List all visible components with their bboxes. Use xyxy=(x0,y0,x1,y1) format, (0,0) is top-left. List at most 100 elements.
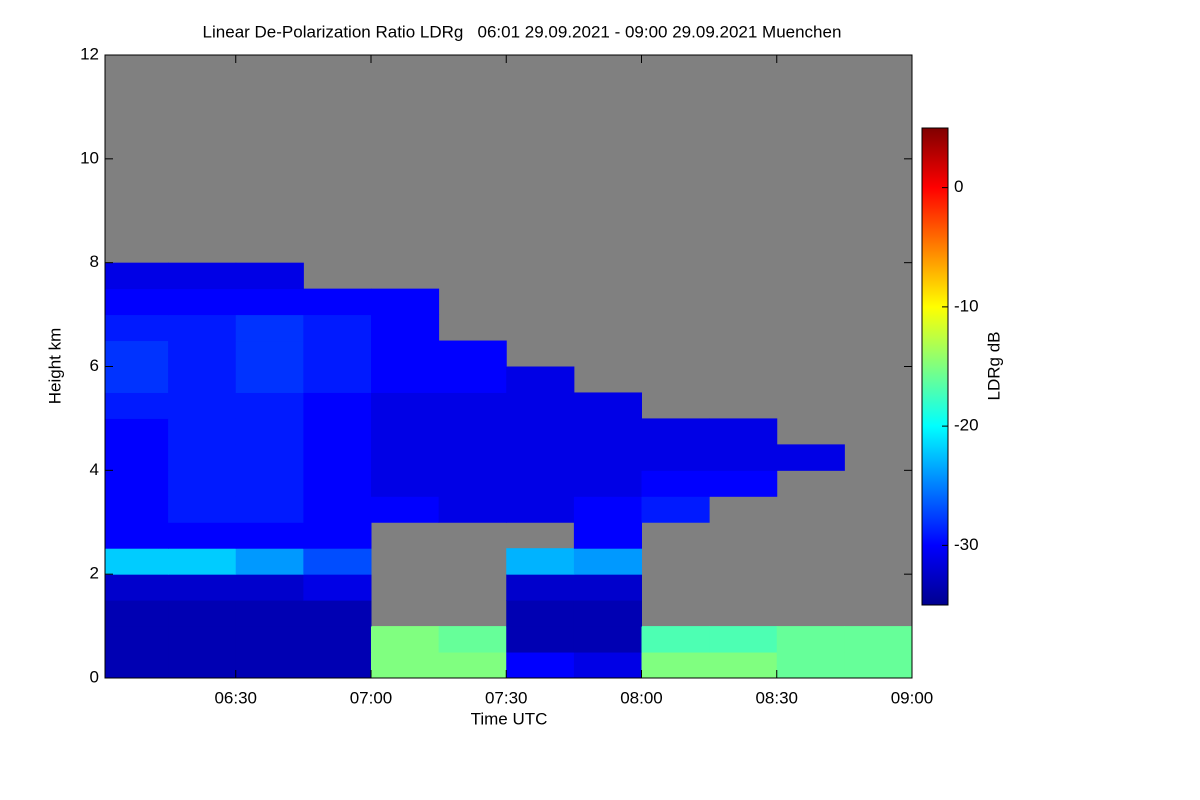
x-tick-label: 09:00 xyxy=(891,688,934,707)
heat-cell xyxy=(776,652,845,679)
colorbar-tick-label: 0 xyxy=(954,177,963,196)
x-axis-label: Time UTC xyxy=(471,709,548,728)
heat-cell xyxy=(105,626,169,653)
heat-cell xyxy=(168,626,237,653)
colorbar-tick-label: -20 xyxy=(954,416,979,435)
heat-cell xyxy=(235,418,304,445)
heat-cell xyxy=(105,548,169,575)
heat-cell xyxy=(776,444,845,471)
heat-cell xyxy=(105,392,169,419)
heat-cell xyxy=(303,522,372,549)
colorbar-tick-label: -10 xyxy=(954,296,979,315)
heat-cell xyxy=(105,262,169,290)
heat-cell xyxy=(303,418,372,445)
heat-cell xyxy=(168,652,237,679)
x-tick-label: 07:00 xyxy=(350,688,393,707)
heat-cell xyxy=(105,522,169,549)
heat-cell xyxy=(641,418,710,445)
heat-cell xyxy=(641,652,710,679)
heat-cell xyxy=(235,366,304,393)
heat-cell xyxy=(235,652,304,679)
heat-cell xyxy=(235,392,304,419)
heat-cell xyxy=(168,548,237,575)
heat-cell xyxy=(105,574,169,601)
heat-cell xyxy=(168,340,237,367)
heat-cell xyxy=(370,288,440,316)
chart-title: Linear De-Polarization Ratio LDRg 06:01 … xyxy=(203,22,842,41)
heat-cell xyxy=(506,574,575,601)
heat-cell xyxy=(573,392,642,419)
heat-cell xyxy=(573,444,642,471)
heat-cell xyxy=(168,392,237,419)
heat-cell xyxy=(573,418,642,445)
heat-cell xyxy=(370,626,440,653)
heat-cell xyxy=(573,548,642,575)
y-tick-label: 8 xyxy=(90,252,99,271)
heat-cell xyxy=(303,288,372,316)
heat-cell xyxy=(235,444,304,471)
heat-cell xyxy=(235,314,304,342)
y-axis-label: Height km xyxy=(45,328,64,405)
heat-cell xyxy=(370,392,440,419)
heat-cell xyxy=(168,366,237,393)
heat-cell xyxy=(235,574,304,601)
heat-cell xyxy=(168,496,237,523)
heat-cell xyxy=(235,548,304,575)
colorbar-tick-label: -30 xyxy=(954,535,979,554)
y-tick-label: 10 xyxy=(80,148,99,167)
heat-cell xyxy=(370,496,440,523)
heat-cell xyxy=(303,392,372,419)
x-tick-label: 06:30 xyxy=(214,688,257,707)
heat-cell xyxy=(573,652,642,679)
heat-cell xyxy=(235,626,304,653)
heat-cell xyxy=(506,626,575,653)
heat-cell xyxy=(105,652,169,679)
heat-cell xyxy=(168,418,237,445)
heat-cell xyxy=(303,496,372,523)
heat-cell xyxy=(105,470,169,497)
heat-cell xyxy=(438,418,507,445)
y-tick-label: 6 xyxy=(90,356,99,375)
heat-cell xyxy=(235,470,304,497)
heat-cell xyxy=(303,600,372,627)
heat-cell xyxy=(641,496,710,523)
heat-cell xyxy=(506,652,575,679)
heat-cell xyxy=(303,574,372,601)
heat-cell xyxy=(506,392,575,419)
colorbar xyxy=(921,127,949,606)
heat-cell xyxy=(303,470,372,497)
y-tick-label: 0 xyxy=(90,667,99,686)
heat-cell xyxy=(438,470,507,497)
heat-cell xyxy=(506,444,575,471)
heat-cell xyxy=(641,626,710,653)
heat-cell xyxy=(370,314,440,342)
heat-cell xyxy=(573,574,642,601)
heat-cell xyxy=(168,522,237,549)
heat-cell xyxy=(168,262,237,290)
heat-cell xyxy=(168,314,237,342)
heat-cell xyxy=(105,366,169,393)
heat-cell xyxy=(235,522,304,549)
heat-cell xyxy=(303,652,372,679)
heat-cell xyxy=(168,288,237,316)
heat-cell xyxy=(506,496,575,523)
heat-cell xyxy=(438,340,507,367)
heat-cell xyxy=(303,548,372,575)
heat-cell xyxy=(168,600,237,627)
heat-cell xyxy=(105,418,169,445)
colorbar-label: LDRg dB xyxy=(984,332,1003,401)
heat-cell xyxy=(438,652,507,679)
heat-cell xyxy=(438,626,507,653)
heat-cell xyxy=(641,470,710,497)
y-tick-label: 12 xyxy=(80,44,99,63)
heat-cell xyxy=(235,340,304,367)
y-tick-label: 2 xyxy=(90,564,99,583)
x-tick-label: 08:00 xyxy=(620,688,663,707)
heat-cell xyxy=(709,626,778,653)
heat-cell xyxy=(370,366,440,393)
heat-cell xyxy=(709,470,778,497)
x-tick-label: 08:30 xyxy=(755,688,798,707)
heat-cell xyxy=(370,444,440,471)
heat-cell xyxy=(573,496,642,523)
heat-cell xyxy=(438,496,507,523)
